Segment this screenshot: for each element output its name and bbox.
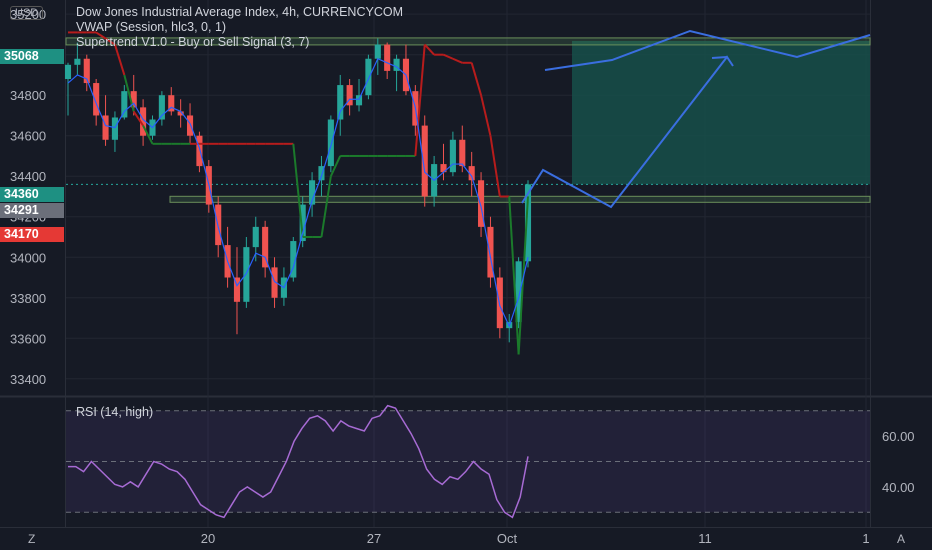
candle-body[interactable] bbox=[384, 44, 391, 71]
price-badge-mid: 34291 bbox=[0, 203, 64, 218]
candle-body[interactable] bbox=[309, 180, 316, 205]
candle-body[interactable] bbox=[64, 64, 72, 79]
candle-body[interactable] bbox=[74, 58, 81, 65]
rsi-tick-label: 60.00 bbox=[882, 429, 915, 444]
supertrend-segment bbox=[292, 143, 304, 238]
candle-body[interactable] bbox=[487, 226, 494, 278]
candle-body[interactable] bbox=[290, 241, 297, 278]
supertrend-segment bbox=[132, 110, 144, 127]
supertrend-segment bbox=[320, 176, 332, 238]
x-tick-label: 27 bbox=[367, 531, 381, 546]
rsi-line bbox=[68, 404, 529, 519]
supertrend-segment bbox=[113, 44, 126, 76]
supertrend-segment bbox=[480, 94, 492, 136]
candle-body[interactable] bbox=[102, 115, 109, 140]
candle-body[interactable] bbox=[318, 166, 325, 181]
y-tick-label: 35200 bbox=[10, 7, 46, 22]
supertrend-segment bbox=[443, 53, 454, 60]
supertrend-segment bbox=[489, 135, 501, 197]
vwap-line bbox=[67, 57, 529, 328]
candle-body[interactable] bbox=[196, 135, 203, 167]
supertrend-segment bbox=[452, 57, 463, 64]
auto-scale-button[interactable]: A bbox=[897, 532, 906, 546]
x-tick-label: 1 bbox=[862, 531, 869, 546]
supertrend-segment bbox=[508, 196, 520, 355]
projection-main-path[interactable] bbox=[521, 55, 734, 209]
support-level[interactable] bbox=[169, 195, 871, 203]
resistance-level[interactable] bbox=[65, 37, 871, 46]
candle-body[interactable] bbox=[355, 95, 363, 106]
projection-arrowhead bbox=[711, 56, 728, 59]
candle-body[interactable] bbox=[365, 58, 372, 96]
zoom-button[interactable]: Z bbox=[28, 532, 36, 546]
candle-body[interactable] bbox=[121, 91, 128, 118]
candle-body[interactable] bbox=[440, 164, 447, 173]
supertrend-segment bbox=[414, 44, 426, 157]
candle-body[interactable] bbox=[158, 95, 165, 120]
candle-body[interactable] bbox=[252, 226, 259, 248]
candle-body[interactable] bbox=[140, 107, 147, 136]
chart-title: Dow Jones Industrial Average Index, 4h, … bbox=[76, 5, 403, 19]
candle-body[interactable] bbox=[299, 204, 306, 242]
candle-body[interactable] bbox=[177, 111, 184, 116]
supertrend-segment bbox=[142, 125, 154, 145]
x-tick-label: Oct bbox=[497, 531, 518, 546]
y-tick-label: 33800 bbox=[10, 291, 46, 306]
candle-body[interactable] bbox=[468, 166, 475, 181]
rsi-legend[interactable]: RSI (14, high) bbox=[76, 405, 154, 419]
y-tick-label: 34600 bbox=[10, 129, 46, 144]
supertrend-segment bbox=[105, 37, 116, 46]
candle-body[interactable] bbox=[337, 85, 344, 120]
candle-body[interactable] bbox=[233, 277, 241, 302]
supertrend-segment bbox=[424, 43, 435, 56]
target-zone[interactable] bbox=[572, 40, 870, 185]
x-tick-label: 20 bbox=[201, 531, 215, 546]
candle-body[interactable] bbox=[515, 261, 522, 323]
candle-body[interactable] bbox=[186, 115, 194, 136]
candle-body[interactable] bbox=[374, 44, 381, 59]
supertrend-segment bbox=[329, 155, 342, 177]
candle-body[interactable] bbox=[271, 267, 278, 298]
candle-body[interactable] bbox=[327, 119, 334, 167]
candle-body[interactable] bbox=[459, 139, 466, 167]
candle-body[interactable] bbox=[130, 91, 137, 108]
candle-body[interactable] bbox=[449, 139, 456, 173]
price-badge-current: 34360 bbox=[0, 187, 64, 202]
candle-body[interactable] bbox=[393, 58, 400, 71]
price-badge-top: 35068 bbox=[0, 49, 64, 64]
candle-body[interactable] bbox=[111, 117, 118, 140]
projection-top-path[interactable] bbox=[544, 29, 871, 71]
y-tick-label: 34800 bbox=[10, 88, 46, 103]
supertrend-segment bbox=[470, 62, 483, 96]
candle-body[interactable] bbox=[262, 226, 269, 268]
supertrend-segment bbox=[95, 31, 107, 40]
candle-body[interactable] bbox=[478, 180, 485, 227]
vwap-legend[interactable]: VWAP (Session, hlc3, 0, 1) bbox=[76, 20, 227, 34]
y-tick-label: 33400 bbox=[10, 372, 46, 387]
candle-body[interactable] bbox=[83, 58, 90, 84]
y-tick-label: 34000 bbox=[10, 250, 46, 265]
candle-body[interactable] bbox=[524, 184, 532, 262]
candle-body[interactable] bbox=[421, 125, 428, 197]
candle-body[interactable] bbox=[93, 83, 100, 116]
candle-body[interactable] bbox=[243, 247, 250, 302]
currency-label[interactable]: USD bbox=[10, 6, 44, 20]
y-tick-label: 33600 bbox=[10, 331, 46, 346]
x-tick-label: 11 bbox=[698, 531, 712, 546]
price-badge-stop: 34170 bbox=[0, 227, 64, 242]
candle-body[interactable] bbox=[346, 85, 353, 106]
y-tick-label: 34400 bbox=[10, 169, 46, 184]
rsi-tick-label: 40.00 bbox=[882, 480, 915, 495]
candle-body[interactable] bbox=[168, 95, 175, 112]
supertrend-legend[interactable]: Supertrend V1.0 - Buy or Sell Signal (3,… bbox=[76, 35, 310, 49]
